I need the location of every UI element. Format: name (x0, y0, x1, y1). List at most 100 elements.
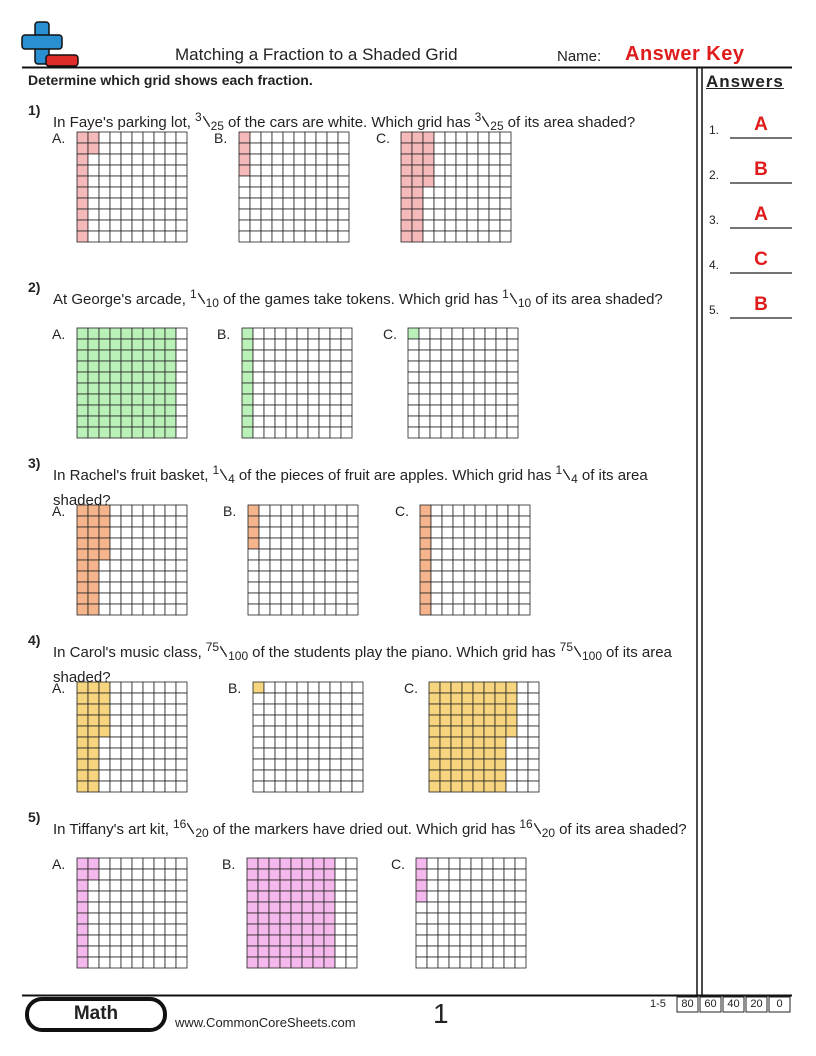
grid-cell (345, 945, 358, 958)
grid-cell (499, 186, 512, 199)
grid-cell (246, 912, 259, 925)
grid-cell (302, 548, 315, 561)
grid-cell (304, 153, 317, 166)
grid-cell (120, 426, 133, 439)
grid-cell (351, 725, 364, 738)
grid-cell (312, 912, 325, 925)
grid-cell (164, 725, 177, 738)
grid-cell (76, 404, 89, 417)
grid-cell (285, 725, 298, 738)
grid-cell (249, 208, 262, 221)
grid-cell (485, 537, 498, 550)
text: of the markers have dried out. Which gri… (212, 821, 516, 838)
grid-cell (439, 714, 452, 727)
grid-cell (76, 879, 89, 892)
grid-cell (285, 393, 298, 406)
grid-cell (142, 415, 155, 428)
grid-cell (274, 426, 287, 439)
grid-cell (164, 592, 177, 605)
grid-cell (120, 868, 133, 881)
grid-cell (407, 338, 420, 351)
grid-cell (98, 142, 111, 155)
grid-cell (76, 142, 89, 155)
grid-cell (472, 780, 485, 793)
grid-cell (452, 570, 465, 583)
grid-cell (131, 692, 144, 705)
grid-cell (296, 703, 309, 716)
grid-cell (153, 338, 166, 351)
grid-cell (444, 219, 457, 232)
answer-key: Answer Key (625, 43, 745, 65)
grid-cell (461, 703, 474, 716)
grid-cell (98, 175, 111, 188)
grid-cell (407, 382, 420, 395)
grid-cell (437, 879, 450, 892)
grid-cell (271, 219, 284, 232)
grid-cell (131, 393, 144, 406)
grid-cell (120, 725, 133, 738)
grid-cell (98, 945, 111, 958)
grid-cell (518, 515, 531, 528)
denominator: 25 (210, 119, 224, 133)
grid-cell (258, 537, 271, 550)
grid-cell (505, 703, 518, 716)
grid-cell (324, 537, 337, 550)
grid-cell (302, 526, 315, 539)
grid-cell (492, 923, 505, 936)
grid-cell (87, 956, 100, 969)
grid-cell (120, 164, 133, 177)
grid-cell (329, 426, 342, 439)
grid-cell (153, 769, 166, 782)
grid-cell (296, 714, 309, 727)
grid-cell (153, 559, 166, 572)
grid-cell (494, 758, 507, 771)
grid-cell (518, 559, 531, 572)
grid-cell (164, 703, 177, 716)
grid-cell (307, 703, 320, 716)
grid-cell (285, 769, 298, 782)
grid-cell (142, 208, 155, 221)
grid-cell (290, 890, 303, 903)
grid-cell (109, 175, 122, 188)
grid-cell (312, 934, 325, 947)
grid-cell (274, 747, 287, 760)
grid-cell (282, 164, 295, 177)
denominator: 20 (195, 826, 209, 840)
grid-cell (241, 404, 254, 417)
grid-cell (312, 890, 325, 903)
grid-cell (312, 868, 325, 881)
grid-cell (483, 758, 496, 771)
grid-cell (153, 371, 166, 384)
grid-cell (252, 769, 265, 782)
grid-cell (131, 197, 144, 210)
grid-cell (120, 956, 133, 969)
grid-cell (448, 879, 461, 892)
grid-cell (164, 360, 177, 373)
grid-cell (451, 404, 464, 417)
denominator: 4 (228, 472, 235, 486)
grid-cell (238, 208, 251, 221)
grid-cell (461, 725, 474, 738)
grid-cell (337, 164, 350, 177)
grid-cell (470, 945, 483, 958)
score-value: 60 (704, 998, 717, 1010)
grid-cell (120, 537, 133, 550)
grid-cell (280, 515, 293, 528)
grid-cell (484, 338, 497, 351)
grid-cell (164, 349, 177, 362)
grid-cell (470, 857, 483, 870)
grid-cell (87, 349, 100, 362)
grid-cell (87, 736, 100, 749)
grid-cell (514, 934, 527, 947)
grid-cell (241, 327, 254, 340)
grid-cell (334, 901, 347, 914)
grid-cell (76, 945, 89, 958)
grid-cell (411, 175, 424, 188)
grid-cell (516, 769, 529, 782)
grid-cell (131, 912, 144, 925)
grid-cell (318, 371, 331, 384)
subject: Math (73, 1003, 119, 1024)
grid-cell (433, 186, 446, 199)
grid-cell (466, 175, 479, 188)
grid-cell (484, 349, 497, 362)
